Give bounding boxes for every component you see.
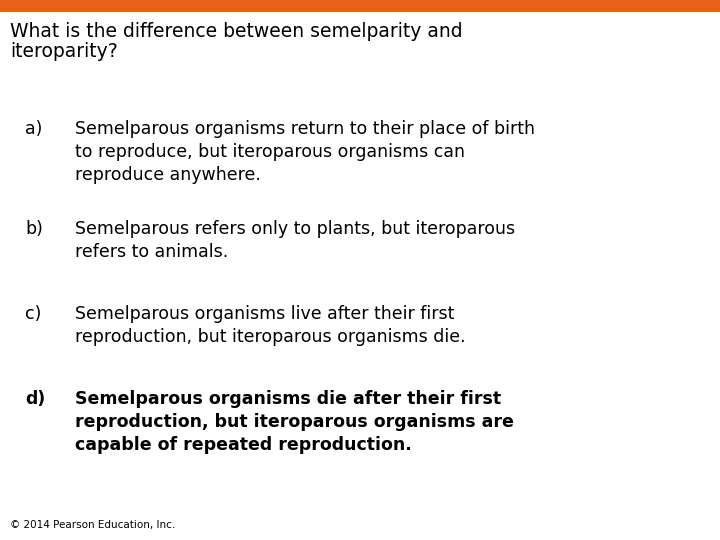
Text: d): d) <box>25 390 45 408</box>
Text: What is the difference between semelparity and: What is the difference between semelpari… <box>10 22 463 41</box>
Text: c): c) <box>25 305 41 323</box>
Text: Semelparous organisms return to their place of birth
to reproduce, but iteroparo: Semelparous organisms return to their pl… <box>75 120 535 184</box>
Text: a): a) <box>25 120 42 138</box>
Text: Semelparous organisms die after their first
reproduction, but iteroparous organi: Semelparous organisms die after their fi… <box>75 390 514 454</box>
Text: © 2014 Pearson Education, Inc.: © 2014 Pearson Education, Inc. <box>10 520 175 530</box>
Text: b): b) <box>25 220 43 238</box>
Text: Semelparous organisms live after their first
reproduction, but iteroparous organ: Semelparous organisms live after their f… <box>75 305 466 346</box>
FancyBboxPatch shape <box>0 0 720 12</box>
Text: iteroparity?: iteroparity? <box>10 42 118 61</box>
Text: Semelparous refers only to plants, but iteroparous
refers to animals.: Semelparous refers only to plants, but i… <box>75 220 515 261</box>
